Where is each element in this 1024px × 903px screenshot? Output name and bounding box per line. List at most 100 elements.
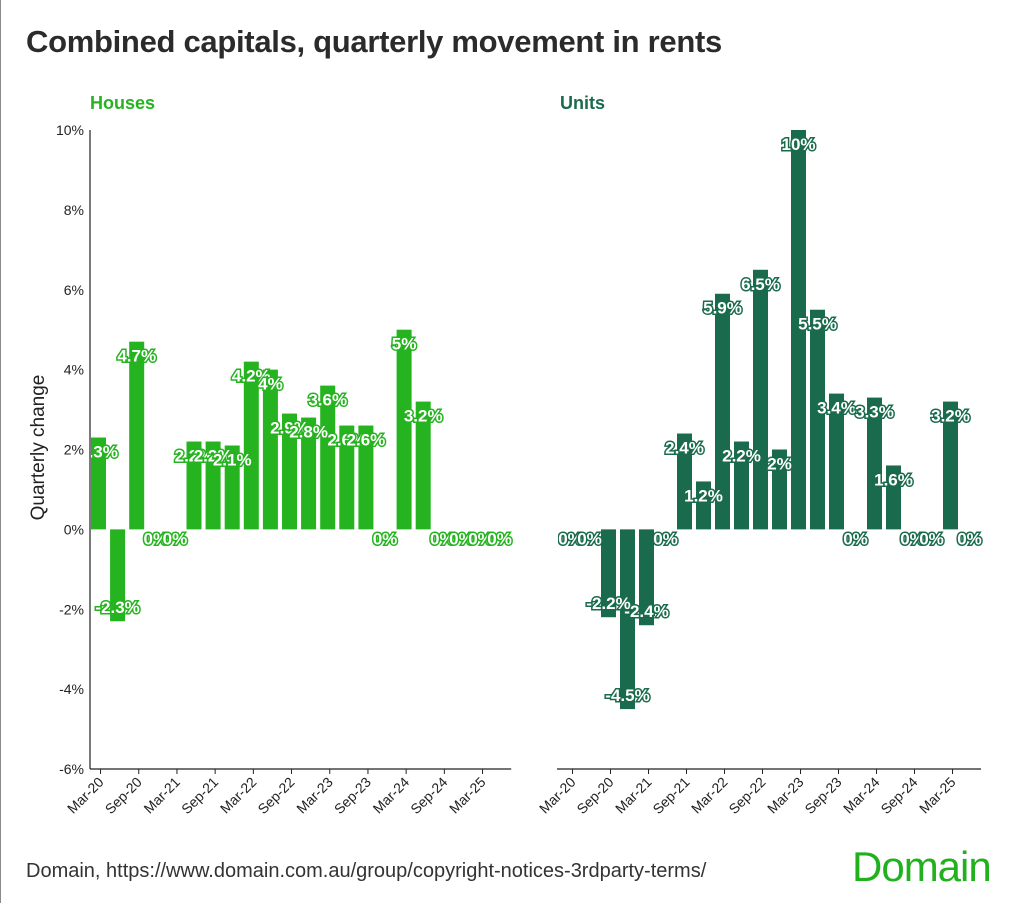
source-credit: Domain, https://www.domain.com.au/group/… — [26, 860, 707, 882]
units-bar — [715, 293, 730, 530]
units-x-tick-label: Sep-21 — [649, 774, 692, 817]
houses-y-tick-label: 2% — [64, 442, 84, 458]
units-x-tick-label: Mar-20 — [536, 774, 579, 817]
units-data-labels: 0%0%-2.2%-4.5%-2.4%0%2.4%1.2%5.9%2.2%6.5… — [558, 134, 983, 707]
houses-data-label: 3.6% — [308, 391, 347, 410]
units-data-label: 5.5% — [798, 315, 837, 334]
houses-bar — [110, 529, 126, 622]
units-data-label: 0% — [900, 529, 925, 548]
units-bar — [943, 401, 958, 530]
houses-data-label: 0% — [487, 529, 512, 548]
houses-bar — [243, 361, 259, 530]
houses-y-tick-label: 4% — [64, 362, 84, 378]
units-panel: UnitsMar-20Sep-20Mar-21Sep-21Mar-22Sep-2… — [536, 93, 983, 817]
houses-data-label: 4.7% — [117, 347, 156, 366]
houses-x-tick-label: Mar-21 — [140, 774, 183, 817]
houses-data-label: 2.1% — [213, 451, 252, 470]
houses-bar — [282, 413, 297, 530]
houses-bar — [396, 329, 412, 530]
units-data-label: 5.9% — [703, 299, 742, 318]
houses-data-label: 4.2% — [232, 367, 271, 386]
houses-bar — [224, 445, 240, 530]
houses-bar — [415, 401, 431, 530]
units-bar — [734, 441, 749, 530]
houses-bar — [301, 417, 317, 530]
houses-data-label: 2.2% — [194, 447, 233, 466]
units-x-tick-label: Mar-21 — [612, 774, 655, 817]
units-bar — [753, 269, 768, 530]
units-bar — [791, 130, 806, 530]
units-panel-title: Units — [560, 93, 605, 113]
houses-x-tick-label: Sep-23 — [331, 774, 374, 817]
houses-data-label: 2.9% — [270, 419, 309, 438]
houses-data-label: 2.8% — [289, 423, 328, 442]
units-x-tick-label: Mar-25 — [916, 774, 959, 817]
houses-bar — [320, 385, 336, 530]
houses-data-label: 0% — [373, 529, 398, 548]
houses-x-tick-label: Mar-24 — [370, 774, 413, 817]
units-bar — [639, 529, 654, 626]
units-x-tick-label: Sep-20 — [573, 774, 616, 817]
units-data-label: 0% — [653, 529, 678, 548]
left-border — [0, 0, 1, 903]
houses-x-tick-label: Sep-21 — [178, 774, 221, 817]
units-x-tick-label: Sep-22 — [725, 774, 768, 817]
houses-y-axis-title: Quarterly change — [28, 375, 49, 521]
houses-data-label: 0% — [144, 529, 169, 548]
units-x-tick-label: Sep-24 — [877, 774, 920, 817]
units-data-label: 1.2% — [684, 486, 723, 505]
houses-y-tick-label: 10% — [56, 122, 84, 138]
houses-data-label: 0% — [163, 529, 188, 548]
units-bar — [886, 465, 901, 530]
units-data-label: 0% — [957, 529, 982, 548]
houses-data-label: 0% — [449, 529, 474, 548]
houses-data-labels: 2.3%-2.3%4.7%0%0%2.2%2.2%2.1%4.2%4%2.9%2… — [79, 333, 513, 619]
units-data-label: 3.2% — [931, 407, 970, 426]
units-data-label: 2.4% — [665, 439, 704, 458]
houses-bar — [91, 437, 106, 530]
domain-logo: Domain — [852, 843, 992, 890]
houses-x-tick-label: Mar-20 — [64, 774, 107, 817]
houses-bar — [358, 425, 374, 530]
units-bar — [696, 481, 711, 530]
houses-data-label: 5% — [392, 335, 417, 354]
houses-x-tick-label: Mar-25 — [446, 774, 489, 817]
units-data-label: 2.2% — [722, 447, 761, 466]
units-data-label: 0% — [577, 529, 602, 548]
houses-panel: Houses -6% -4% -2% 0% 2% 4% 6% 8% 10% Quarterly ch… — [28, 93, 513, 817]
units-x-tick-label: Sep-23 — [801, 774, 844, 817]
houses-bar — [339, 425, 355, 530]
units-bar — [772, 449, 787, 530]
houses-data-label: 2.2% — [175, 447, 214, 466]
houses-data-label: 4% — [258, 375, 283, 394]
units-data-label: -2.4% — [624, 602, 668, 621]
houses-y-tick-label: -6% — [59, 761, 84, 777]
units-bar — [867, 397, 882, 530]
units-x-tick-label: Mar-22 — [688, 774, 731, 817]
units-x-tick-label: Mar-24 — [840, 774, 883, 817]
units-data-label: 10% — [781, 135, 815, 154]
units-data-label: 0% — [843, 529, 868, 548]
units-bar — [620, 529, 635, 710]
houses-bar — [262, 369, 278, 530]
houses-y-tick-label: 8% — [64, 202, 84, 218]
units-data-label: 3.4% — [817, 399, 856, 418]
units-data-label: 2% — [767, 455, 792, 474]
units-data-label: 0% — [919, 529, 944, 548]
houses-x-tick-label: Mar-23 — [293, 774, 336, 817]
chart-title: Combined capitals, quarterly movement in… — [26, 24, 722, 59]
houses-data-label: 2.6% — [327, 431, 366, 450]
units-data-label: 3.3% — [855, 403, 894, 422]
units-x-tick-label: Mar-23 — [764, 774, 807, 817]
houses-data-label: 2.6% — [347, 431, 386, 450]
units-bar — [677, 433, 692, 530]
houses-y-tick-label: 6% — [64, 282, 84, 298]
houses-y-tick-label: 0% — [64, 521, 84, 537]
houses-y-tick-label: -4% — [59, 681, 84, 697]
units-data-label: -2.2% — [586, 594, 630, 613]
units-data-label: 1.6% — [874, 470, 913, 489]
houses-data-label: 0% — [430, 529, 455, 548]
units-data-label: -4.5% — [605, 686, 649, 705]
houses-data-label: 2.3% — [79, 443, 118, 462]
